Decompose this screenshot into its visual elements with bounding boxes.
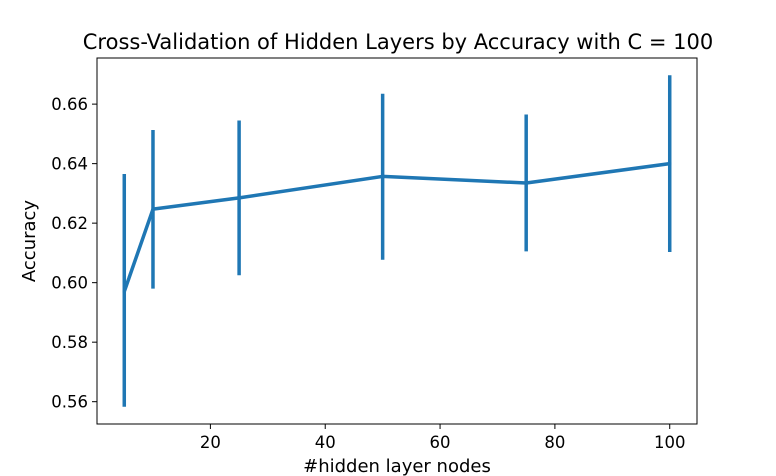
x-tick-label: 80 <box>544 433 565 452</box>
chart-title: Cross-Validation of Hidden Layers by Acc… <box>83 30 713 54</box>
y-tick-label: 0.64 <box>51 155 88 174</box>
data-point <box>524 181 528 185</box>
data-point <box>668 162 672 166</box>
y-tick-label: 0.56 <box>51 393 88 412</box>
y-tick-label: 0.58 <box>51 333 88 352</box>
x-tick-label: 20 <box>200 433 221 452</box>
plot-area <box>96 57 698 425</box>
x-axis-label: #hidden layer nodes <box>303 456 491 476</box>
data-point <box>381 174 385 178</box>
plot-frame <box>96 57 698 425</box>
y-tick-label: 0.66 <box>51 95 88 114</box>
x-axis: 20 40 60 80 100 <box>200 424 686 452</box>
x-tick-label: 100 <box>654 433 686 452</box>
data-point <box>122 290 126 294</box>
y-tick-label: 0.62 <box>51 214 88 233</box>
data-point <box>237 196 241 200</box>
x-tick-label: 40 <box>315 433 336 452</box>
error-bars <box>122 75 672 407</box>
series-line <box>122 161 672 294</box>
x-tick-label: 60 <box>430 433 451 452</box>
y-axis: 0.56 0.58 0.60 0.62 0.64 0.66 <box>51 95 97 412</box>
series-line-group <box>122 161 672 294</box>
data-point <box>151 207 155 211</box>
y-tick-label: 0.60 <box>51 274 88 293</box>
y-axis-label: Accuracy <box>19 200 40 283</box>
